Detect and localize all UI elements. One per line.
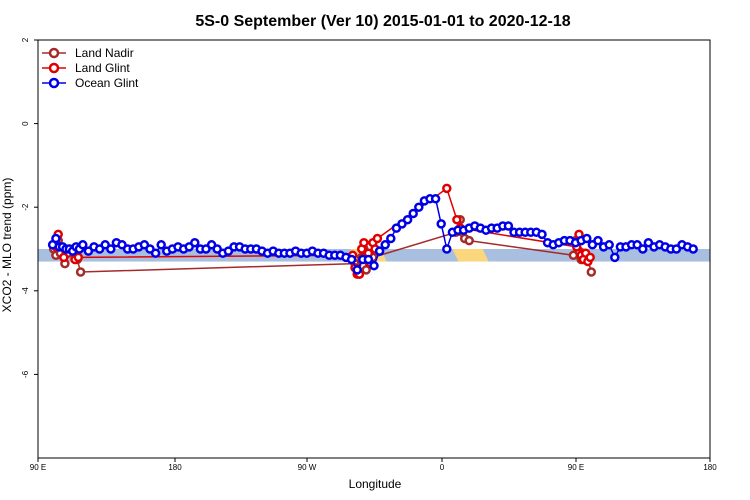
data-point	[464, 235, 474, 246]
chart-title: 5S-0 September (Ver 10) 2015-01-01 to 20…	[195, 13, 570, 30]
data-point	[452, 214, 462, 225]
data-point	[363, 254, 374, 265]
legend-label: Land Glint	[75, 61, 130, 75]
data-point	[537, 229, 547, 240]
y-tick-label: -6	[21, 370, 30, 378]
y-tick-label: -2	[21, 203, 30, 211]
plot-frame	[37, 39, 711, 459]
x-tick-label: 180	[168, 463, 182, 472]
data-point	[380, 240, 390, 250]
data-point	[73, 252, 84, 263]
legend-swatch-marker	[48, 77, 60, 89]
data-point	[190, 237, 200, 248]
data-point	[586, 267, 597, 277]
data-point	[106, 244, 116, 254]
data-point	[442, 244, 452, 254]
data-point	[604, 240, 614, 250]
y-tick-label: 2	[21, 37, 30, 42]
data-point	[51, 233, 61, 244]
y-axis-label: XCO2 - MLO trend (ppm)	[0, 178, 14, 313]
data-point	[75, 267, 86, 277]
y-tick-label: -4	[21, 287, 30, 295]
data-point	[150, 248, 161, 258]
y-tick-label: 0	[21, 121, 30, 126]
data-point	[638, 244, 648, 254]
data-point	[372, 233, 383, 244]
x-tick-label: 90 E	[30, 463, 46, 472]
data-point	[593, 235, 603, 246]
data-point	[436, 219, 446, 229]
data-point	[361, 265, 371, 275]
data-point	[78, 240, 88, 250]
data-point	[688, 244, 698, 254]
data-point	[442, 183, 452, 194]
data-point	[369, 260, 379, 271]
x-tick-label: 90 E	[568, 463, 584, 472]
data-point	[352, 265, 362, 275]
data-point	[59, 252, 69, 263]
x-tick-label: 90 W	[298, 463, 317, 472]
data-point	[402, 214, 413, 225]
plot-area: 2 0 -2 -4 -6 90 E 180 90 W 0 90 E 180	[21, 37, 717, 472]
data-point	[346, 254, 357, 265]
data-point	[386, 233, 396, 244]
x-tick-label: 180	[703, 463, 717, 472]
data-point	[430, 194, 441, 204]
x-axis-label: Longitude	[349, 477, 402, 491]
data-point	[585, 252, 595, 263]
data-point	[503, 221, 514, 231]
legend-label: Land Nadir	[75, 46, 134, 60]
legend-label: Ocean Glint	[75, 76, 139, 90]
legend-swatch-marker	[48, 62, 60, 74]
data-point	[610, 252, 620, 263]
data-point	[374, 246, 385, 256]
data-point	[408, 208, 418, 219]
legend-swatch-marker	[48, 47, 60, 59]
data-point	[414, 202, 424, 212]
data-point	[359, 237, 369, 248]
x-tick-label: 0	[440, 463, 445, 472]
data-point	[156, 240, 166, 250]
land-segment	[452, 249, 489, 262]
data-point	[582, 233, 592, 244]
